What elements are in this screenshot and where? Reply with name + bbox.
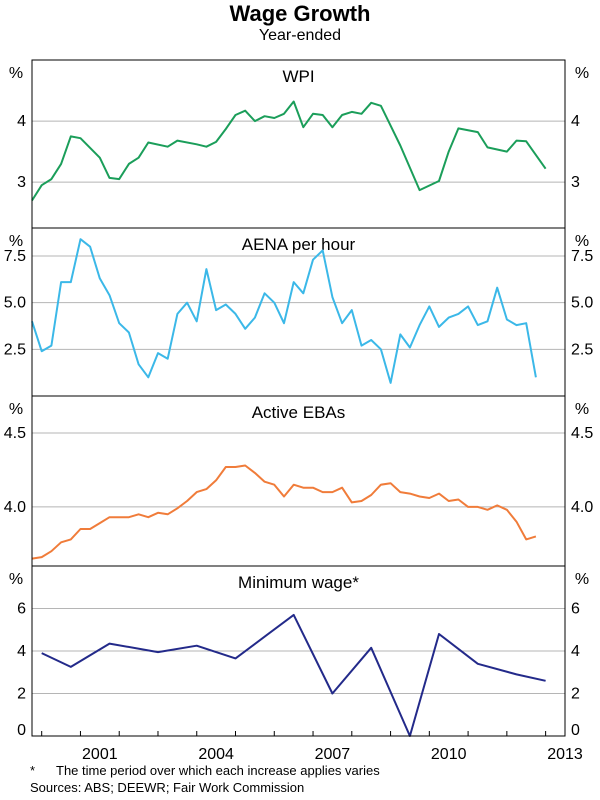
x-tick-label: 2001	[82, 746, 118, 763]
y-tick-label-right: 2.5	[571, 341, 593, 358]
plot-frame	[31, 59, 566, 737]
series-line	[31, 464, 537, 560]
y-tick-label-right: 4.0	[571, 499, 593, 516]
y-tick-label-right: 3	[571, 174, 580, 191]
x-tick-label: 2010	[431, 746, 467, 763]
x-tick-label: 2013	[547, 746, 583, 763]
y-tick-label-left: 4.0	[4, 499, 26, 516]
footnote-text: The time period over which each increase…	[56, 763, 380, 778]
footnote-mark: *	[30, 763, 36, 778]
unit-label-left: %	[9, 65, 23, 82]
series-line	[41, 613, 546, 737]
chart-title: Wage Growth	[229, 1, 371, 26]
unit-label-left: %	[9, 571, 23, 588]
panel-title: WPI	[282, 67, 314, 86]
y-tick-label-right: 7.5	[571, 248, 593, 265]
y-tick-label-left: 5.0	[4, 295, 26, 312]
y-tick-label-left: 7.5	[4, 248, 26, 265]
y-tick-label-left: 6	[17, 601, 26, 618]
unit-label-right: %	[575, 65, 589, 82]
y-tick-label-left: 4.5	[4, 425, 26, 442]
unit-label-right: %	[575, 233, 589, 250]
x-tick-label: 2007	[315, 746, 351, 763]
y-tick-label-left: 3	[17, 174, 26, 191]
y-tick-label-left: 4	[17, 113, 26, 130]
unit-label-left: %	[9, 401, 23, 418]
y-tick-label-right: 4	[571, 113, 580, 130]
series-line	[31, 100, 547, 202]
unit-label-left: %	[9, 233, 23, 250]
panel-title: Minimum wage*	[238, 573, 359, 592]
y-tick-label-right: 6	[571, 601, 580, 618]
y-tick-label-right: 2	[571, 686, 580, 703]
footnote: * The time period over which each increas…	[30, 763, 380, 778]
x-tick-label: 2004	[198, 746, 234, 763]
sources-note: Sources: ABS; DEEWR; Fair Work Commissio…	[30, 780, 305, 795]
chart-subtitle: Year-ended	[258, 27, 342, 44]
panel-title: AENA per hour	[242, 235, 356, 254]
unit-label-right: %	[575, 571, 589, 588]
y-tick-label-right: 0	[571, 722, 580, 739]
y-tick-label-left: 4	[17, 643, 26, 660]
y-tick-label-left: 2	[17, 686, 26, 703]
y-tick-label-right: 5.0	[571, 295, 593, 312]
series-line	[31, 238, 537, 384]
y-tick-label-right: 4.5	[571, 425, 593, 442]
y-tick-label-left: 0	[17, 722, 26, 739]
y-tick-label-left: 2.5	[4, 341, 26, 358]
unit-label-right: %	[575, 401, 589, 418]
panel-title: Active EBAs	[252, 403, 346, 422]
y-tick-label-right: 4	[571, 643, 580, 660]
